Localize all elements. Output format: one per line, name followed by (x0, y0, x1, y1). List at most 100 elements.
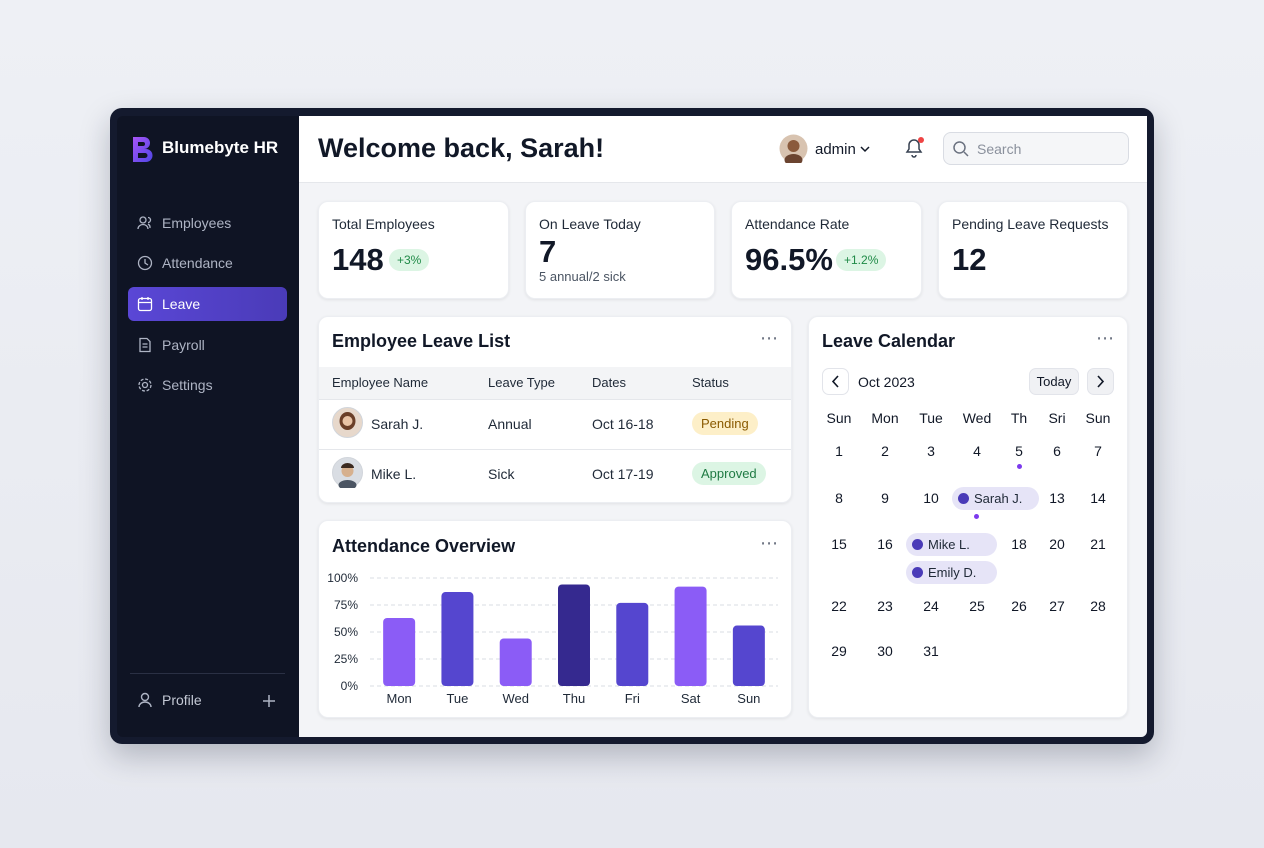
next-month-button[interactable] (1087, 368, 1114, 395)
stat-note: 5 annual/2 sick (539, 269, 626, 284)
column-header: Employee Name (332, 375, 429, 390)
stat-label: Attendance Rate (745, 216, 850, 232)
notification-bell[interactable] (902, 136, 926, 160)
calendar-day[interactable]: 10 (923, 490, 939, 506)
profile-icon (138, 692, 152, 708)
more-menu[interactable]: ⋯ (760, 328, 779, 348)
page-title: Welcome back, Sarah! (318, 133, 605, 163)
column-header: Leave Type (488, 375, 555, 390)
calendar-day[interactable]: 7 (1094, 443, 1102, 459)
x-tick-label: Wed (502, 691, 529, 706)
x-tick-label: Sun (737, 691, 760, 706)
search-box[interactable] (943, 132, 1129, 165)
calendar-day[interactable]: 25 (969, 598, 985, 614)
more-menu[interactable]: ⋯ (760, 533, 779, 553)
bar-chart: 0% 25% 50% 75% 100% Mon Tue Wed Thu Fri Sat Sun (327, 571, 778, 706)
chevron-left (831, 375, 839, 388)
calendar-day[interactable]: 21 (1090, 536, 1106, 552)
status-pill: Pending (692, 412, 758, 435)
x-tick-label: Mon (386, 691, 411, 706)
calendar-month: Oct 2023 (858, 374, 915, 390)
employee-avatar (332, 457, 363, 488)
more-menu[interactable]: ⋯ (1096, 328, 1115, 348)
calendar-day[interactable]: 13 (1049, 490, 1065, 506)
calendar-day[interactable]: 15 (831, 536, 847, 552)
calendar-day[interactable]: 26 (1011, 598, 1027, 614)
bar (616, 602, 649, 686)
user-menu[interactable]: admin (815, 141, 856, 158)
today-button[interactable]: Today (1029, 368, 1079, 395)
event-dot (1017, 464, 1022, 469)
calendar-day[interactable]: 20 (1049, 536, 1065, 552)
calendar-day[interactable]: 31 (923, 643, 939, 659)
employee-name: Sarah J. (371, 416, 424, 432)
add-button[interactable] (262, 694, 276, 708)
y-tick-label: 0% (341, 679, 359, 693)
bar (383, 617, 416, 686)
calendar-event[interactable]: Sarah J. (952, 487, 1039, 510)
stat-card (731, 201, 922, 299)
x-tick-label: Fri (625, 691, 640, 706)
calendar-day[interactable]: 28 (1090, 598, 1106, 614)
calendar-day[interactable]: 6 (1053, 443, 1061, 459)
nav-label: Leave (162, 296, 201, 312)
y-tick-label: 25% (334, 652, 358, 666)
calendar-event[interactable]: Emily D. (906, 561, 997, 584)
nav-icon (138, 378, 152, 392)
y-tick-label: 50% (334, 625, 358, 639)
calendar-day[interactable]: 3 (927, 443, 935, 459)
calendar-day[interactable]: 22 (831, 598, 847, 614)
nav-item[interactable]: Leave (128, 287, 287, 321)
brand-name: Blumebyte HR (162, 138, 279, 157)
calendar-day[interactable]: 2 (881, 443, 889, 459)
nav-item[interactable]: Employees (128, 206, 287, 240)
calendar-day[interactable]: 14 (1090, 490, 1106, 506)
weekday-label: Th (1010, 410, 1028, 426)
calendar-day[interactable]: 16 (877, 536, 893, 552)
row-divider (319, 449, 791, 450)
profile-link[interactable]: Profile (162, 692, 202, 708)
calendar-day[interactable]: 30 (877, 643, 893, 659)
nav-item[interactable]: Attendance (128, 246, 287, 280)
column-header: Status (692, 375, 729, 390)
weekday-label: Sun (826, 410, 852, 426)
weekday-label: Tue (919, 410, 943, 426)
calendar-day[interactable]: 4 (973, 443, 981, 459)
calendar-day[interactable]: 8 (835, 490, 843, 506)
leave-type: Annual (488, 416, 532, 432)
search-icon (953, 141, 969, 157)
event-dot (974, 514, 979, 519)
calendar-day[interactable]: 24 (923, 598, 939, 614)
x-tick-label: Thu (563, 691, 585, 706)
leave-list-card (318, 316, 792, 503)
nav-label: Employees (162, 215, 232, 231)
chevron-down (860, 146, 870, 153)
calendar-day[interactable]: 23 (877, 598, 893, 614)
stat-value: 7 (539, 234, 557, 269)
nav-item[interactable]: Payroll (128, 328, 287, 362)
bar (499, 638, 532, 686)
divider (130, 673, 285, 674)
stat-value: 148 (332, 242, 384, 277)
nav-item[interactable]: Settings (128, 368, 287, 402)
status-pill: Approved (692, 462, 766, 485)
calendar-day[interactable]: 27 (1049, 598, 1065, 614)
calendar-day[interactable]: 29 (831, 643, 847, 659)
prev-month-button[interactable] (822, 368, 849, 395)
stat-label: On Leave Today (539, 216, 641, 232)
stat-badge: +3% (389, 249, 430, 271)
stat-badge: +1.2% (836, 249, 887, 271)
calendar-event[interactable]: Mike L. (906, 533, 997, 556)
calendar-day[interactable]: 1 (835, 443, 843, 459)
calendar-day[interactable]: 18 (1011, 536, 1027, 552)
y-tick-label: 75% (334, 598, 358, 612)
leave-dates: Oct 17-19 (592, 466, 654, 482)
y-tick-label: 100% (327, 571, 358, 585)
nav-label: Settings (162, 377, 213, 393)
card-title: Leave Calendar (822, 331, 956, 351)
calendar-day[interactable]: 9 (881, 490, 889, 506)
calendar-day[interactable]: 5 (1015, 443, 1023, 459)
search-placeholder: Search (977, 141, 1022, 157)
table-header-bg (319, 367, 791, 399)
